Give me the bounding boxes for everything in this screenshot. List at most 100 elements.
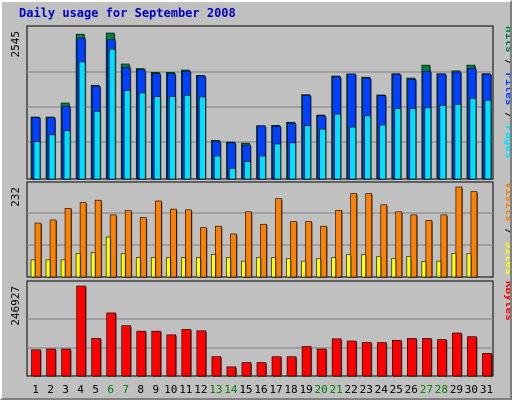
bar-sites-day-13 [211, 254, 216, 278]
chart-panel-2: 232 Visits / Sites [9, 181, 510, 278]
bar-kbytes-day-12 [196, 330, 207, 377]
axis-title: Visits / Sites [503, 182, 510, 275]
axis-title-separator: / [503, 106, 510, 126]
bar-pages-day-10 [168, 96, 176, 180]
bar-pages-day-4 [78, 61, 86, 180]
bar-pages-day-30 [469, 98, 477, 180]
bar-pages-day-24 [379, 124, 387, 180]
bar-sites-day-18 [286, 258, 291, 278]
bar-visits-day-26 [410, 214, 418, 278]
bar-pages-day-11 [184, 94, 191, 180]
axis-title-hits: Hits [503, 26, 510, 53]
bar-kbytes-day-29 [452, 332, 462, 377]
x-tick-label-day-15: 15 [239, 383, 252, 396]
bar-kbytes-day-8 [136, 330, 147, 377]
bar-pages-day-26 [409, 108, 417, 180]
bar-sites-day-26 [406, 256, 412, 278]
x-tick-label-day-23: 23 [360, 383, 373, 396]
x-tick-label-day-13: 13 [209, 383, 222, 396]
bar-visits-day-29 [455, 186, 463, 278]
bar-pages-day-19 [304, 125, 311, 180]
bar-kbytes-day-23 [361, 342, 372, 377]
bar-visits-day-27 [425, 220, 433, 278]
x-tick-label-day-11: 11 [179, 383, 192, 396]
x-tick-label-day-29: 29 [450, 383, 463, 396]
axis-title-files: Files [503, 72, 510, 105]
bar-sites-day-21 [331, 257, 336, 278]
axis-title-visits: Visits [503, 182, 510, 222]
x-tick-label-day-14: 14 [224, 383, 238, 396]
bar-sites-day-22 [346, 254, 351, 278]
bar-sites-day-23 [361, 254, 367, 278]
bar-pages-day-2 [48, 134, 56, 180]
bar-kbytes-day-15 [241, 362, 252, 377]
bar-visits-day-14 [230, 233, 237, 278]
x-tick-label-day-18: 18 [284, 383, 297, 396]
bar-visits-day-23 [365, 193, 373, 278]
x-tick-label-day-25: 25 [390, 383, 403, 396]
bar-sites-day-28 [436, 260, 442, 278]
bar-kbytes-day-19 [301, 346, 312, 377]
bar-kbytes-day-4 [76, 285, 86, 377]
y-max-label: 232 [9, 187, 22, 207]
x-tick-label-day-4: 4 [77, 383, 84, 396]
axis-title-separator: / [503, 222, 510, 242]
bar-kbytes-day-5 [91, 338, 101, 377]
bar-visits-day-1 [34, 222, 42, 278]
bar-pages-day-6 [108, 49, 116, 180]
bar-sites-day-14 [226, 257, 231, 278]
bar-visits-day-4 [79, 202, 87, 278]
bar-visits-day-17 [275, 198, 282, 278]
bar-pages-day-23 [364, 115, 372, 180]
bar-pages-day-29 [454, 104, 462, 180]
bar-visits-day-9 [154, 200, 162, 278]
x-tick-label-day-28: 28 [435, 383, 448, 396]
x-tick-label-day-19: 19 [299, 383, 312, 396]
axis-title-pages: Pages [503, 125, 510, 158]
bar-sites-day-3 [60, 259, 66, 278]
bar-visits-day-25 [395, 211, 403, 278]
bar-sites-day-7 [120, 253, 126, 278]
bar-pages-day-3 [63, 130, 71, 180]
bar-kbytes-day-11 [181, 329, 192, 377]
bar-visits-day-13 [215, 225, 222, 278]
bar-visits-day-30 [470, 191, 478, 278]
bar-visits-day-18 [290, 221, 297, 278]
bar-sites-day-8 [135, 257, 141, 278]
bar-pages-day-15 [244, 161, 251, 180]
bar-kbytes-day-28 [437, 339, 447, 377]
x-tick-label-day-26: 26 [405, 383, 418, 396]
bar-pages-day-27 [424, 107, 432, 180]
x-tick-label-day-24: 24 [375, 383, 389, 396]
x-tick-label-day-20: 20 [314, 383, 327, 396]
bar-pages-day-12 [199, 96, 206, 180]
bar-sites-day-6 [105, 236, 111, 278]
x-tick-label-day-2: 2 [47, 383, 54, 396]
bar-sites-day-5 [90, 252, 96, 278]
bar-kbytes-day-9 [151, 330, 162, 377]
bar-pages-day-14 [229, 168, 236, 180]
bar-kbytes-day-6 [106, 312, 116, 377]
bar-pages-day-8 [138, 92, 146, 180]
x-tick-label-day-10: 10 [164, 383, 177, 396]
bar-pages-day-21 [334, 113, 341, 180]
x-tick-label-day-5: 5 [92, 383, 99, 396]
bar-visits-day-12 [200, 227, 207, 278]
bar-visits-day-11 [185, 209, 192, 278]
bar-sites-day-2 [45, 259, 51, 278]
bar-visits-day-16 [260, 223, 267, 278]
bar-sites-day-12 [196, 257, 201, 278]
bar-kbytes-day-13 [211, 356, 222, 377]
y-max-label: 2545 [9, 31, 22, 58]
bar-sites-day-24 [376, 256, 382, 278]
axis-title: KBytes [503, 281, 510, 321]
bar-visits-day-8 [139, 217, 147, 278]
x-tick-label-day-1: 1 [32, 383, 39, 396]
bar-sites-day-11 [181, 257, 186, 278]
axis-title-separator: / [503, 53, 510, 73]
bar-kbytes-day-31 [482, 353, 492, 377]
bar-pages-day-7 [123, 90, 131, 180]
bar-visits-day-21 [335, 209, 342, 278]
bar-sites-day-19 [301, 260, 306, 278]
